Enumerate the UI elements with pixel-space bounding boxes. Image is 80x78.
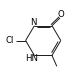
Text: N: N: [30, 18, 36, 27]
Text: O: O: [57, 10, 64, 19]
Text: Cl: Cl: [5, 36, 13, 45]
Text: HN: HN: [25, 54, 38, 63]
